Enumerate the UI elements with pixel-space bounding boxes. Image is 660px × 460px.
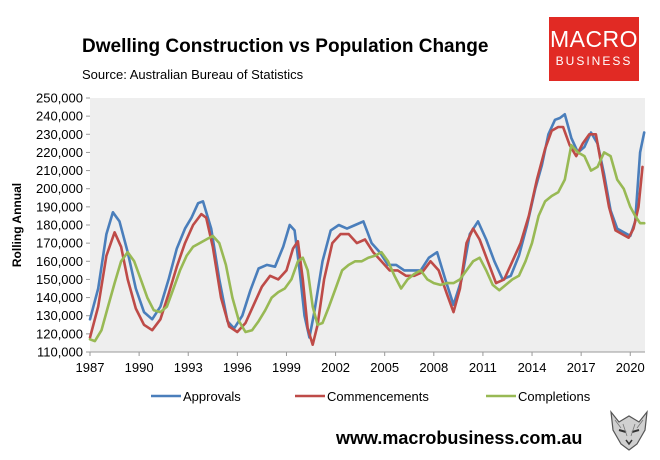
y-tick-label: 150,000 <box>36 272 83 287</box>
chart-title: Dwelling Construction vs Population Chan… <box>82 36 489 57</box>
y-tick-label: 220,000 <box>36 145 83 160</box>
x-tick-label: 1993 <box>174 360 203 375</box>
x-tick-label: 1999 <box>272 360 301 375</box>
wolf-logo-icon <box>610 410 648 451</box>
y-tick-label: 250,000 <box>36 91 83 106</box>
y-tick-label: 130,000 <box>36 308 83 323</box>
legend-label-commencements: Commencements <box>327 389 429 404</box>
x-tick-label: 1987 <box>76 360 105 375</box>
y-tick-label: 200,000 <box>36 181 83 196</box>
logo-text-top: MACRO <box>549 26 639 52</box>
footer-url: www.macrobusiness.com.au <box>336 428 583 448</box>
legend-label-approvals: Approvals <box>183 389 241 404</box>
series-line-approvals <box>88 113 646 339</box>
x-tick-label: 2002 <box>321 360 350 375</box>
y-tick-label: 180,000 <box>36 218 83 233</box>
x-tick-label: 1990 <box>125 360 154 375</box>
x-tick-label: 2011 <box>469 360 497 375</box>
y-tick-label: 160,000 <box>36 254 83 269</box>
x-tick-label: 2014 <box>518 360 547 375</box>
x-tick-label: 1996 <box>223 360 252 375</box>
series-line-completions <box>88 143 646 343</box>
chart-subtitle: Source: Australian Bureau of Statistics <box>82 67 304 82</box>
series-line-commencements <box>88 125 644 347</box>
plot-area <box>90 98 645 352</box>
y-axis-label: Rolling Annual <box>10 183 24 267</box>
legend: Approvals Commencements Completions <box>151 389 591 404</box>
y-tick-label: 110,000 <box>37 345 83 360</box>
macro-business-logo: MACRO BUSINESS <box>549 17 639 81</box>
x-tick-label: 2017 <box>567 360 596 375</box>
x-tick-label: 2005 <box>370 360 399 375</box>
y-tick-label: 210,000 <box>36 163 83 178</box>
y-tick-label: 240,000 <box>36 109 83 124</box>
y-tick-label: 140,000 <box>36 290 83 305</box>
x-tick-label: 2008 <box>419 360 448 375</box>
logo-text-bottom: BUSINESS <box>555 54 633 68</box>
y-tick-label: 120,000 <box>36 326 83 341</box>
y-tick-label: 190,000 <box>36 199 83 214</box>
x-axis-ticks: 1987 1990 1993 1996 1999 2002 2005 2008 2011 2014… <box>76 352 645 375</box>
x-tick-label: 2020 <box>616 360 645 375</box>
y-tick-label: 170,000 <box>36 236 83 251</box>
y-tick-label: 230,000 <box>36 127 83 142</box>
legend-label-completions: Completions <box>518 389 591 404</box>
y-axis-ticks: 110,000 120,000 130,000 140,000 150,000 160,0… <box>36 91 90 360</box>
series-lines <box>88 113 646 347</box>
